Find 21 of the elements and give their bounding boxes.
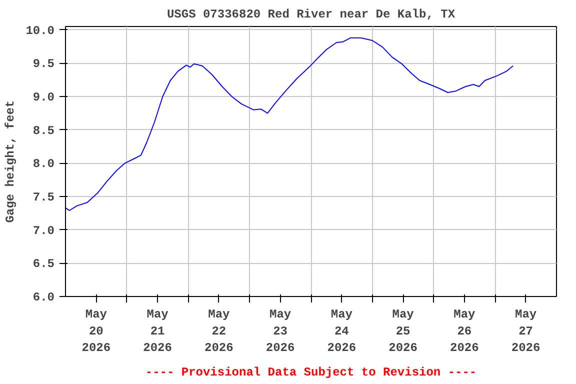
y-tick-label: 6.5 [32,257,55,272]
x-tick-label: May 25 2026 [388,308,418,356]
y-tick-label: 7.5 [32,190,55,204]
y-tick-label: 8.0 [32,157,55,172]
x-tick-label: May 23 2026 [266,308,295,356]
x-tick-label: May 20 2026 [82,308,111,356]
y-tick-label: 6.0 [32,290,55,304]
x-tick-label: May 21 2026 [143,308,172,356]
line-series [66,37,514,211]
chart-title: USGS 07336820 Red River near De Kalb, TX [166,8,456,22]
y-tick-label: 9.5 [32,57,55,72]
y-tick-label: 9.0 [32,90,55,104]
x-tick-label: May 26 2026 [450,308,479,356]
x-tick-label: May 27 2026 [511,308,540,356]
y-tick-label: 7.0 [32,224,55,238]
x-tick-label: May 24 2026 [327,308,356,356]
y-axis-title: Gage height, feet [4,100,18,223]
y-tick-label: 8.5 [32,124,55,138]
y-tick-label: 10.0 [26,24,55,38]
text: ---- Provisional Data Subject to Revision ---- [145,366,477,380]
x-tick-label: May 22 2026 [204,308,234,356]
